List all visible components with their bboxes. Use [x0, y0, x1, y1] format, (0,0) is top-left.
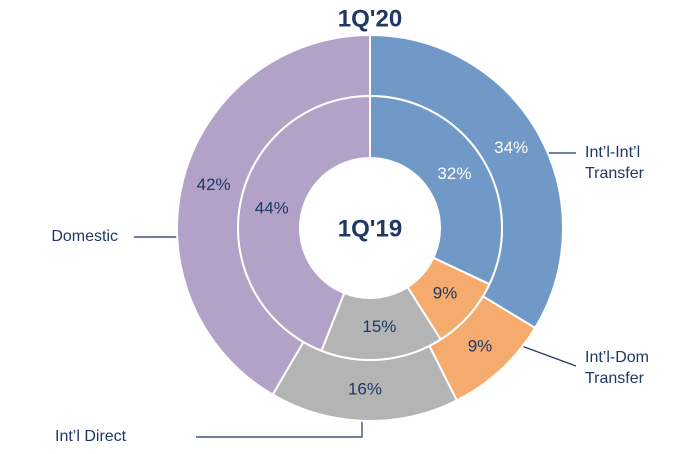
value-label: 15%	[362, 317, 396, 336]
outer-ring-title: 1Q'20	[338, 5, 402, 32]
value-label: 42%	[197, 175, 231, 194]
value-label: 32%	[437, 164, 471, 183]
value-label: 9%	[468, 336, 493, 355]
value-label: 34%	[494, 138, 528, 157]
value-label: 44%	[255, 199, 289, 218]
donut-slice	[237, 94, 371, 353]
category-label: Int’l-Dom Transfer	[585, 349, 650, 387]
value-label: 9%	[433, 284, 458, 303]
category-label: Int’l-Int’l Transfer	[585, 144, 644, 182]
inner-ring-title: 1Q'19	[338, 215, 402, 242]
donut-slice	[369, 94, 503, 286]
category-label: Int’l Direct	[55, 428, 127, 445]
leader-line	[196, 421, 363, 438]
value-label: 16%	[348, 379, 382, 398]
category-label: Domestic	[51, 228, 118, 245]
